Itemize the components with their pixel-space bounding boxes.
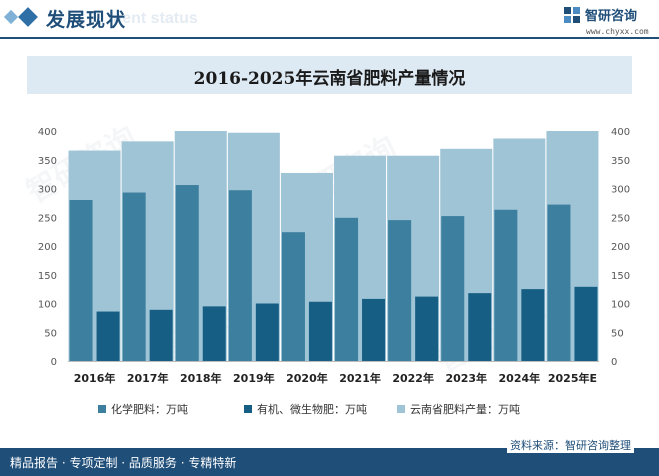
header-divider xyxy=(0,37,659,39)
y-tick-label-left-6: 300 xyxy=(38,185,57,196)
bar-organic-8 xyxy=(521,289,545,361)
section-title: 发展现状 xyxy=(46,9,127,31)
bar-organic-7 xyxy=(468,293,492,361)
bar-organic-9 xyxy=(574,286,598,361)
bar-chemical-0 xyxy=(69,200,93,361)
y-tick-label-left-7: 350 xyxy=(38,156,57,167)
brand-logo-icon xyxy=(564,6,580,23)
x-tick-label-6: 2022年 xyxy=(392,371,434,385)
brand-logo[interactable]: 智研咨询 xyxy=(563,5,637,24)
chart-legend: 化学肥料：万吨 有机、微生物肥：万吨 云南省肥料产量：万吨 xyxy=(0,401,659,421)
y-tick-label-left-4: 200 xyxy=(38,242,57,253)
header-ghost-text: ment status xyxy=(108,10,198,27)
legend-item-1: 有机、微生物肥：万吨 xyxy=(244,401,367,417)
bar-organic-0 xyxy=(96,311,120,361)
x-tick-label-2: 2018年 xyxy=(180,371,222,385)
x-tick-label-7: 2023年 xyxy=(445,371,487,385)
chart-title-band: 2016-2025年云南省肥料产量情况 xyxy=(27,56,632,94)
bar-chemical-8 xyxy=(494,209,518,361)
y-tick-label-left-0: 0 xyxy=(51,357,57,368)
footer-tagline: 精品报告 · 专项定制 · 品质服务 · 专精特新 xyxy=(10,456,237,470)
bar-chemical-3 xyxy=(228,190,252,361)
legend-swatch-0 xyxy=(98,405,106,413)
bar-chemical-6 xyxy=(388,220,412,361)
legend-label-2: 云南省肥料产量：万吨 xyxy=(410,403,520,416)
legend-item-2: 云南省肥料产量：万吨 xyxy=(397,401,520,417)
x-tick-label-8: 2024年 xyxy=(499,371,541,385)
bar-chemical-5 xyxy=(335,217,359,361)
y-tick-label-right-5: 250 xyxy=(611,213,630,224)
bar-chemical-1 xyxy=(122,192,146,361)
bar-organic-4 xyxy=(308,301,332,361)
y-tick-label-right-2: 100 xyxy=(611,300,630,311)
legend-label-1: 有机、微生物肥：万吨 xyxy=(257,403,367,416)
y-tick-label-left-3: 150 xyxy=(38,271,57,282)
y-tick-label-right-8: 400 xyxy=(611,127,630,138)
bar-chemical-4 xyxy=(281,232,305,361)
y-tick-label-right-3: 150 xyxy=(611,271,630,282)
header: ment status 发展现状 智研咨询 www.chyxx.com xyxy=(0,0,659,40)
y-tick-label-right-0: 0 xyxy=(611,357,617,368)
legend-label-0: 化学肥料：万吨 xyxy=(111,403,188,416)
bar-organic-3 xyxy=(255,303,279,361)
y-tick-label-left-5: 250 xyxy=(38,213,57,224)
x-tick-label-4: 2020年 xyxy=(286,371,328,385)
x-tick-label-9: 2025年E xyxy=(548,371,597,385)
legend-swatch-1 xyxy=(244,405,252,413)
bar-organic-6 xyxy=(415,296,439,361)
y-tick-label-right-4: 200 xyxy=(611,242,630,253)
bar-chart: 2016年 2017年 2018年 2019年 2020年 2021年 2022年 2023年… xyxy=(38,127,630,385)
bar-chemical-7 xyxy=(441,216,465,361)
chart-title: 2016-2025年云南省肥料产量情况 xyxy=(193,69,466,89)
bar-organic-2 xyxy=(202,306,226,361)
legend-item-0: 化学肥料：万吨 xyxy=(98,401,188,417)
bar-chemical-9 xyxy=(547,204,571,361)
y-tick-label-left-8: 400 xyxy=(38,127,57,138)
brand-logo-text: 智研咨询 xyxy=(585,9,638,24)
y-tick-label-left-2: 100 xyxy=(38,300,57,311)
bar-organic-5 xyxy=(362,298,386,361)
x-tick-label-5: 2021年 xyxy=(339,371,381,385)
bar-chemical-2 xyxy=(175,185,199,361)
bar-organic-1 xyxy=(149,309,173,361)
x-tick-label-0: 2016年 xyxy=(74,371,116,385)
data-source: 资料来源：智研咨询整理 xyxy=(507,437,634,453)
x-tick-label-3: 2019年 xyxy=(233,371,275,385)
brand-url[interactable]: www.chyxx.com xyxy=(586,27,649,36)
y-tick-label-right-1: 50 xyxy=(611,328,624,339)
y-tick-label-right-6: 300 xyxy=(611,185,630,196)
y-tick-label-left-1: 50 xyxy=(44,328,57,339)
legend-swatch-2 xyxy=(397,405,405,413)
y-tick-label-right-7: 350 xyxy=(611,156,630,167)
x-tick-label-1: 2017年 xyxy=(127,371,169,385)
